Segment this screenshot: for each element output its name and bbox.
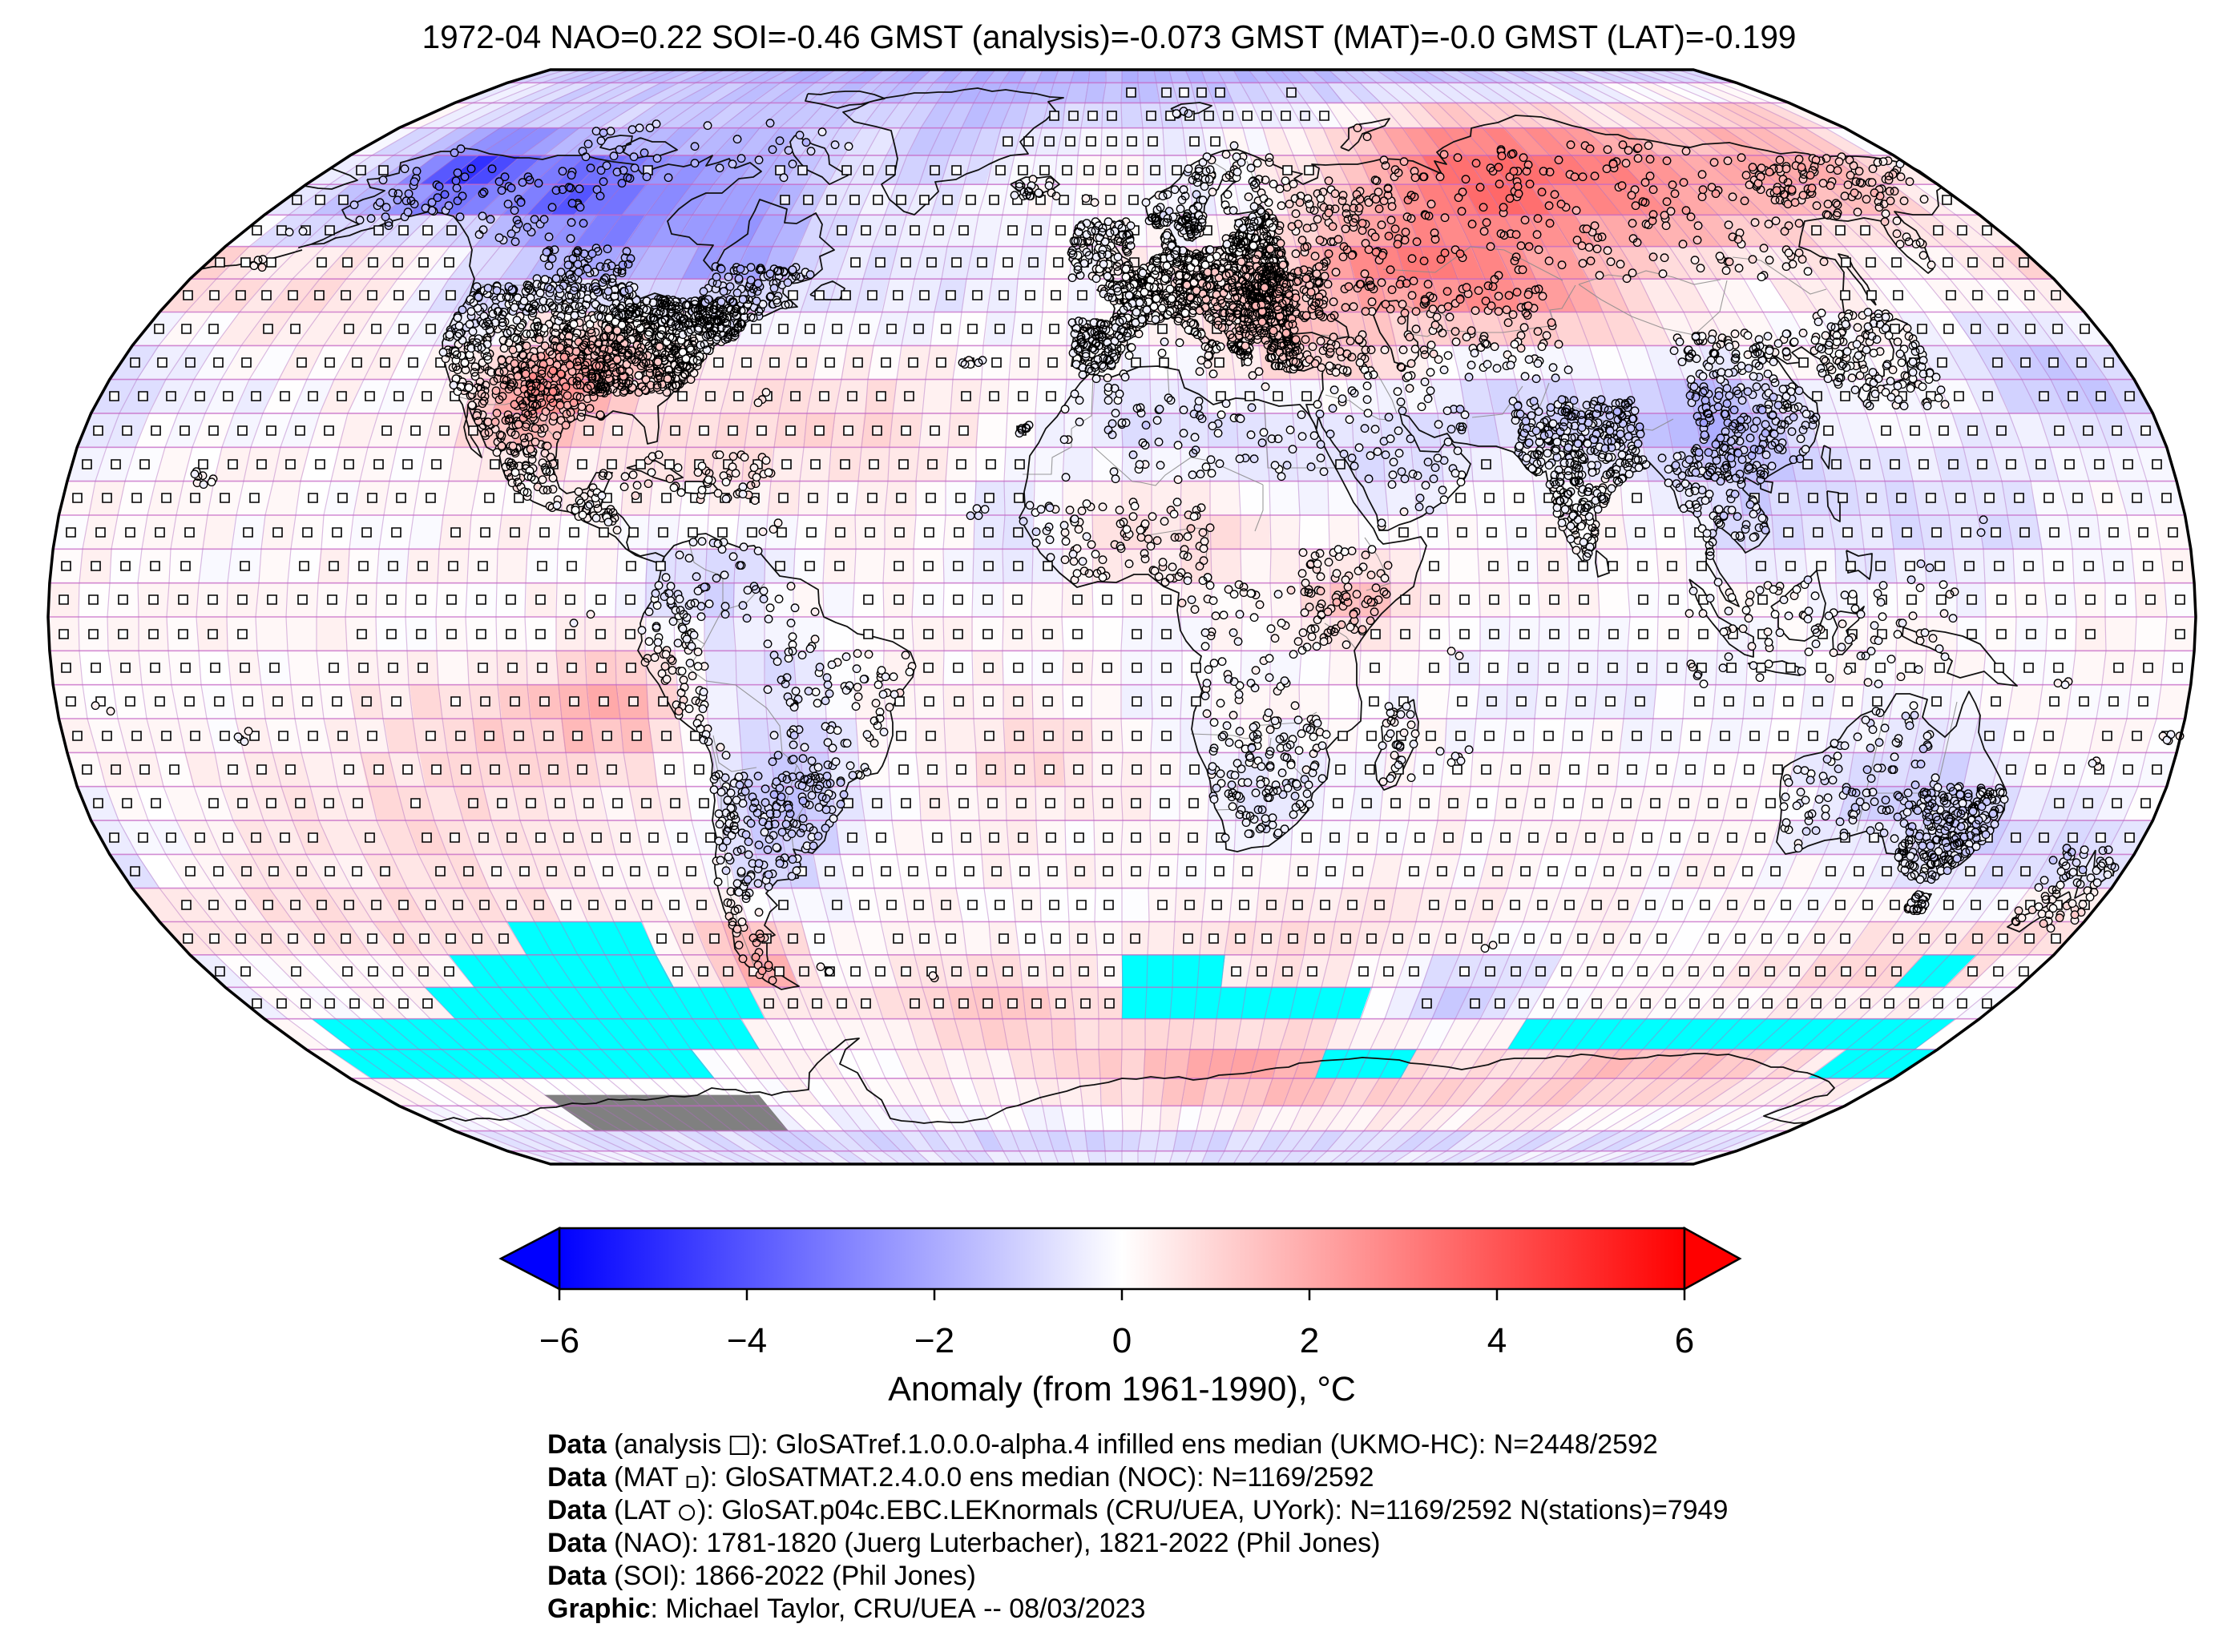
svg-text:−2: −2 [914,1321,954,1360]
svg-text:Data: Data [547,1462,607,1493]
svg-text:Anomaly (from 1961-1990), °C: Anomaly (from 1961-1990), °C [888,1370,1356,1408]
svg-text:: Michael Taylor, CRU/UEA -- 0: : Michael Taylor, CRU/UEA -- 08/03/2023 [651,1594,1146,1624]
svg-text:1972-04 NAO=0.22 SOI=-0.46 GMS: 1972-04 NAO=0.22 SOI=-0.46 GMST (analysi… [422,18,1797,55]
svg-text:Data: Data [547,1429,607,1460]
svg-text:Data: Data [547,1495,607,1525]
svg-text:4: 4 [1487,1321,1507,1360]
svg-text:(MAT: (MAT [607,1462,686,1493]
svg-text:): GloSATref.1.0.0.0-alpha.4 i: ): GloSATref.1.0.0.0-alpha.4 infilled en… [752,1429,1658,1460]
svg-text:(analysis: (analysis [607,1429,729,1460]
svg-text:Data: Data [547,1528,607,1558]
svg-text:(LAT: (LAT [607,1495,679,1525]
svg-text:Graphic: Graphic [547,1594,650,1624]
svg-text:(NAO): 1781-1820 (Juerg Luterb: (NAO): 1781-1820 (Juerg Luterbacher), 18… [607,1528,1381,1558]
svg-text:6: 6 [1675,1321,1694,1360]
svg-text:−6: −6 [539,1321,579,1360]
svg-text:0: 0 [1112,1321,1132,1360]
svg-text:(SOI): 1866-2022 (Phil Jones): (SOI): 1866-2022 (Phil Jones) [607,1561,976,1591]
svg-text:Data: Data [547,1561,607,1591]
svg-text:2: 2 [1300,1321,1319,1360]
svg-text:−4: −4 [727,1321,767,1360]
svg-text:): GloSATMAT.2.4.0.0 ens media: ): GloSATMAT.2.4.0.0 ens median (NOC): N… [701,1462,1374,1493]
svg-text:): GloSAT.p04c.EBC.LEKnormals: ): GloSAT.p04c.EBC.LEKnormals (CRU/UEA, … [697,1495,1728,1525]
